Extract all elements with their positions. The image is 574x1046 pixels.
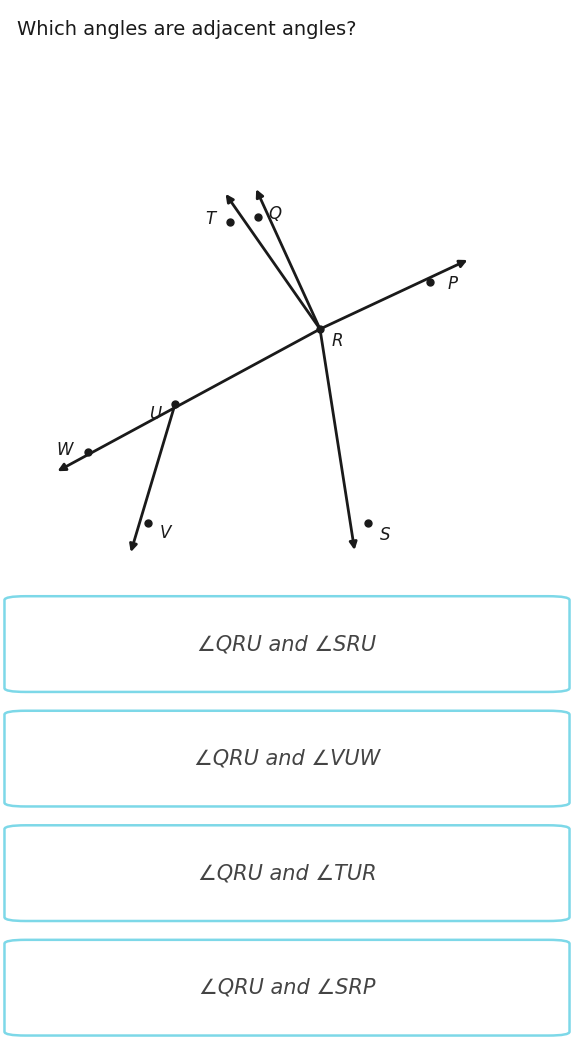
Text: W: W bbox=[57, 441, 73, 459]
Text: S: S bbox=[380, 526, 390, 544]
FancyBboxPatch shape bbox=[5, 825, 569, 922]
FancyBboxPatch shape bbox=[5, 711, 569, 806]
Text: ∠QRU and ∠TUR: ∠QRU and ∠TUR bbox=[197, 863, 377, 883]
Text: U: U bbox=[149, 405, 161, 424]
Text: Which angles are adjacent angles?: Which angles are adjacent angles? bbox=[17, 20, 356, 39]
Text: ∠QRU and ∠SRP: ∠QRU and ∠SRP bbox=[199, 978, 375, 998]
Text: R: R bbox=[331, 333, 343, 350]
Text: T: T bbox=[205, 210, 215, 228]
Text: ∠QRU and ∠SRU: ∠QRU and ∠SRU bbox=[197, 634, 377, 654]
Text: V: V bbox=[160, 524, 171, 542]
FancyBboxPatch shape bbox=[5, 939, 569, 1036]
Text: ∠QRU and ∠VUW: ∠QRU and ∠VUW bbox=[194, 749, 380, 769]
Text: P: P bbox=[448, 275, 458, 293]
FancyBboxPatch shape bbox=[5, 596, 569, 692]
Text: Q: Q bbox=[269, 205, 282, 223]
